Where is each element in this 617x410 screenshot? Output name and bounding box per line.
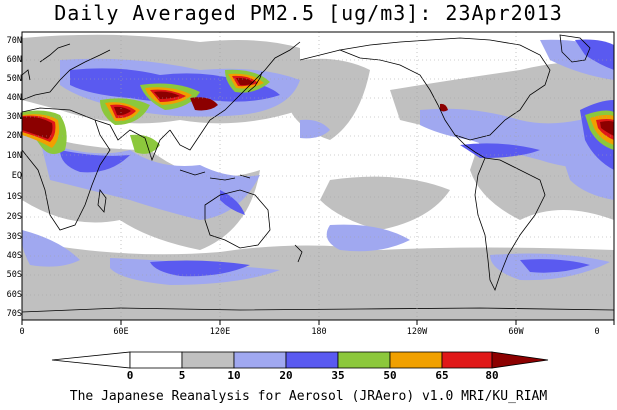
lon-label-120e: 120E bbox=[209, 327, 231, 337]
lat-label-30s: 30S bbox=[6, 232, 22, 242]
colorbar-segment-5-10 bbox=[181, 351, 235, 369]
colorbar-label-65: 65 bbox=[435, 369, 449, 382]
colorbar-label-50: 50 bbox=[383, 369, 397, 382]
colorbar-label-35: 35 bbox=[331, 369, 345, 382]
colorbar bbox=[51, 351, 549, 369]
colorbar-label-5: 5 bbox=[178, 369, 186, 382]
map-frame bbox=[21, 31, 615, 321]
colorbar-segment-0-5 bbox=[129, 351, 183, 369]
lat-label-40s: 40S bbox=[6, 251, 22, 261]
lat-label-70s: 70S bbox=[6, 309, 22, 319]
coastlines bbox=[22, 34, 614, 313]
colorbar-segment-10-20 bbox=[233, 351, 287, 369]
lat-label-40n: 40N bbox=[6, 93, 22, 103]
lat-label-30n: 30N bbox=[6, 112, 22, 122]
level-80-plus-regions bbox=[22, 77, 614, 139]
axis-ticks bbox=[21, 320, 615, 325]
colorbar-right-arrow bbox=[491, 351, 549, 369]
lat-label-20s: 20S bbox=[6, 212, 22, 222]
colorbar-left-arrow bbox=[51, 351, 131, 369]
colorbar-segment-20-35 bbox=[285, 351, 339, 369]
lat-label-10s: 10S bbox=[6, 192, 22, 202]
lon-label-0-right: 0 bbox=[594, 327, 600, 337]
graticule bbox=[22, 32, 614, 320]
colorbar-segment-35-50 bbox=[337, 351, 391, 369]
colorbar-label-20: 20 bbox=[279, 369, 293, 382]
lon-label-180: 180 bbox=[311, 327, 327, 337]
lon-label-0-left: 0 bbox=[19, 327, 25, 337]
map-title: Daily Averaged PM2.5 [ug/m3]: 23Apr2013 bbox=[54, 1, 563, 25]
colorbar-label-0: 0 bbox=[126, 369, 134, 382]
lat-label-50n: 50N bbox=[6, 74, 22, 84]
lon-label-120w: 120W bbox=[406, 327, 428, 337]
lat-label-70n: 70N bbox=[6, 36, 22, 46]
lat-label-eq: EQ bbox=[11, 171, 22, 181]
colorbar-segment-65-80 bbox=[441, 351, 493, 369]
footer-credit: The Japanese Reanalysis for Aerosol (JRA… bbox=[69, 389, 548, 404]
colorbar-label-80: 80 bbox=[485, 369, 499, 382]
lat-label-10n: 10N bbox=[6, 151, 22, 161]
lat-label-60n: 60N bbox=[6, 55, 22, 65]
lat-label-50s: 50S bbox=[6, 270, 22, 280]
colorbar-segment-50-65 bbox=[389, 351, 443, 369]
lon-label-60e: 60E bbox=[113, 327, 129, 337]
lat-label-60s: 60S bbox=[6, 290, 22, 300]
lon-label-60w: 60W bbox=[508, 327, 524, 337]
colorbar-label-10: 10 bbox=[227, 369, 241, 382]
lat-label-20n: 20N bbox=[6, 131, 22, 141]
